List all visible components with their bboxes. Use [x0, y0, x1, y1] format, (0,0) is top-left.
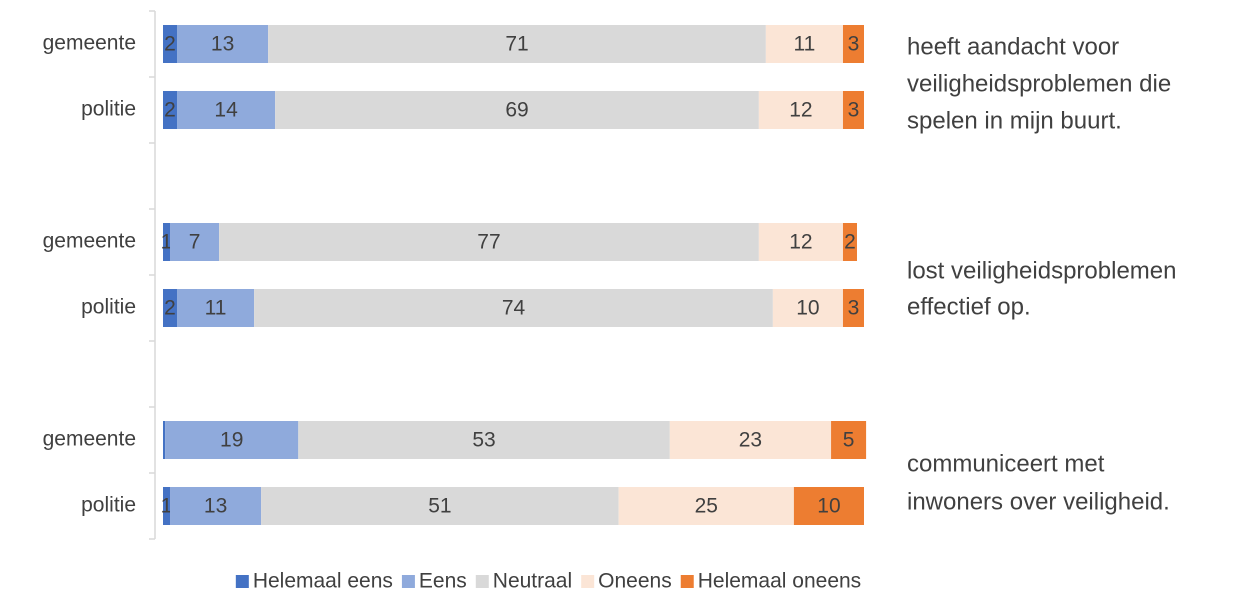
bar-segment: [177, 91, 276, 129]
group-annotation: communiceert met: [907, 450, 1105, 477]
group-annotation: heeft aandacht voor: [907, 33, 1119, 60]
group-annotation: veiligheidsproblemen die: [907, 70, 1171, 97]
group-annotation: spelen in mijn buurt.: [907, 107, 1122, 134]
data-label: 11: [794, 33, 816, 56]
data-label: 3: [848, 297, 860, 320]
data-label: 23: [739, 429, 762, 452]
data-label: 69: [505, 99, 528, 122]
bar-segment: [772, 289, 843, 327]
data-label: 13: [204, 495, 227, 518]
data-label: 2: [164, 297, 176, 320]
data-label: 74: [502, 297, 526, 320]
data-label: 19: [220, 429, 243, 452]
y-tick-label: politie: [81, 98, 136, 121]
data-label: 3: [848, 33, 860, 56]
bar-segment: [163, 421, 166, 459]
legend-swatch: [581, 575, 595, 588]
data-label: 12: [789, 99, 812, 122]
y-tick-label: gemeente: [43, 230, 136, 253]
bar-segment: [163, 91, 178, 129]
legend-label: Neutraal: [493, 570, 572, 593]
data-label: 53: [472, 429, 495, 452]
data-label: 7: [189, 231, 201, 254]
bar-segment: [219, 223, 759, 261]
bar-segment: [163, 25, 178, 63]
bar-segment: [268, 25, 766, 63]
bar-segment: [765, 25, 843, 63]
legend-label: Oneens: [598, 570, 672, 593]
bar-segment: [177, 25, 269, 63]
bar-segment: [177, 289, 255, 327]
bar-segment: [842, 223, 857, 261]
bar-segment: [163, 289, 178, 327]
bar-segment: [831, 421, 867, 459]
data-label: 10: [796, 297, 819, 320]
y-tick-label: gemeente: [43, 32, 136, 55]
data-label: 71: [505, 33, 528, 56]
bar-segment: [758, 91, 843, 129]
data-label: 10: [817, 495, 840, 518]
data-label: 11: [205, 297, 227, 320]
bar-segment: [261, 487, 619, 525]
legend-swatch: [680, 575, 694, 588]
data-label: 1: [161, 495, 173, 518]
y-tick-label: politie: [81, 494, 136, 517]
bar-segment: [298, 421, 670, 459]
legend-label: Helemaal oneens: [698, 570, 861, 593]
data-label: 2: [164, 33, 176, 56]
data-label: 3: [848, 99, 860, 122]
bar-segment: [758, 223, 843, 261]
bar-segment: [275, 91, 759, 129]
bar-segment: [254, 289, 773, 327]
data-label: 2: [164, 99, 176, 122]
bar-segment: [170, 223, 220, 261]
legend-label: Eens: [419, 570, 467, 593]
legend-swatch: [401, 575, 415, 588]
bar-segment: [170, 487, 262, 525]
data-label: 12: [789, 231, 812, 254]
y-tick-label: gemeente: [43, 428, 136, 451]
bar-segment: [842, 289, 864, 327]
data-label: 25: [695, 495, 718, 518]
legend-swatch: [475, 575, 489, 588]
data-label: 14: [214, 99, 238, 122]
data-label: 13: [211, 33, 234, 56]
data-label: 5: [843, 429, 855, 452]
bar-segment: [163, 487, 171, 525]
legend-label: Helemaal eens: [253, 570, 393, 593]
bar-segment: [163, 223, 171, 261]
bar-segment: [842, 25, 864, 63]
bar-segment: [669, 421, 832, 459]
data-label: 77: [477, 231, 500, 254]
data-label: 1: [161, 231, 173, 254]
bar-segment: [618, 487, 794, 525]
data-label: 2: [844, 231, 856, 254]
y-tick-label: politie: [81, 296, 136, 319]
data-label: 51: [428, 495, 451, 518]
bar-segment: [793, 487, 864, 525]
group-annotation: lost veiligheidsproblemen: [907, 257, 1176, 284]
bar-segment: [165, 421, 299, 459]
legend-swatch: [235, 575, 249, 588]
group-annotation: inwoners over veiligheid.: [907, 488, 1170, 515]
group-annotation: effectief op.: [907, 293, 1031, 320]
bar-segment: [842, 91, 864, 129]
